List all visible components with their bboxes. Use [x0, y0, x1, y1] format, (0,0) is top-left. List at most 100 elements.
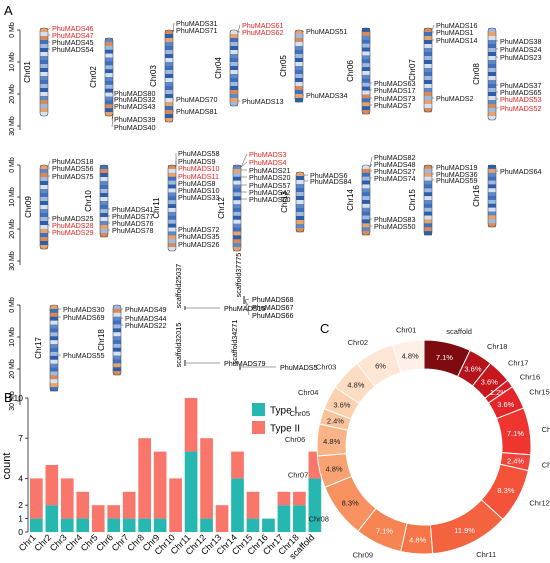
chromosome-band: [233, 192, 241, 197]
chromosome-band: [165, 74, 173, 79]
gene-label: PhuMADS53: [500, 95, 542, 104]
gene-label: PhuMADS17: [374, 86, 416, 95]
chromosome-band: [488, 116, 496, 121]
chromosome-band: [488, 207, 496, 212]
gene-label: PhuMADS52: [500, 104, 542, 113]
chromosome-band: [488, 80, 496, 85]
gene-label: PhuMADS2: [436, 94, 474, 103]
bar-segment-type-i: [45, 505, 59, 532]
bar-segment-type-i: [122, 518, 136, 532]
gene-connector: [369, 156, 373, 168]
chromosome-ideogram: [99, 164, 109, 238]
chromosome-outline: [423, 27, 433, 113]
chromosome-band: [488, 36, 496, 41]
chromosome-band: [362, 192, 370, 197]
chromosome-ideogram: [423, 27, 433, 113]
chromosome-band: [488, 76, 496, 81]
chromosome-outline: [361, 27, 371, 115]
chromosome-band: [295, 70, 303, 75]
chromosome-name: Chr13: [280, 191, 289, 213]
bar-segment-type-ii: [200, 438, 213, 519]
gene-label: PhuMADS72: [178, 225, 220, 234]
donut-slice-value: 2.4%: [507, 457, 524, 466]
gene-label: PhuMADS64: [500, 167, 542, 176]
gene-label: PhuMADS21: [249, 166, 291, 175]
chromosome-band: [40, 40, 48, 45]
chromosome-band: [233, 211, 241, 217]
chromosome-name: Chr12: [217, 197, 226, 219]
y-axis-label: count: [1, 453, 13, 480]
chromosome-band: [113, 328, 121, 333]
bar-segment-type-i: [30, 518, 43, 532]
chromosome-band: [233, 231, 241, 236]
bar-segment-type-i: [153, 518, 167, 532]
chromosome-band: [233, 184, 241, 189]
chromosome-ideogram: [232, 164, 242, 252]
axis-tick-label: 0 Mb: [9, 157, 16, 173]
chromosome-band: [295, 42, 303, 47]
chromosome-name: Chr10: [84, 190, 93, 212]
donut-slice-value: 8.3%: [342, 499, 359, 508]
chromosome-band: [296, 192, 304, 197]
chromosome-band: [424, 48, 432, 53]
gene-label: PhuMADS34: [306, 91, 348, 100]
chromosome-band: [233, 227, 241, 232]
chromosome-band: [424, 72, 432, 77]
chromosome-band: [113, 347, 121, 352]
gene-label: PhuMADS29: [52, 228, 94, 237]
gene-label: PhuMADS69: [63, 313, 105, 322]
chromosome-band: [295, 74, 303, 79]
chromosome-band: [105, 73, 113, 78]
chromosome-band: [488, 88, 496, 93]
chromosome-band: [168, 200, 176, 205]
chromosome-band: [424, 196, 432, 201]
gene-label: PhuMADS61: [242, 21, 284, 30]
chromosome-band: [488, 108, 496, 113]
bar-segment-type-i: [76, 518, 90, 532]
chromosome-band: [424, 68, 432, 73]
bar-segment-type-ii: [184, 398, 198, 452]
chromosome-band: [40, 225, 48, 230]
chromosome-band: [424, 180, 432, 185]
chromosome-band: [362, 94, 370, 99]
chromosome-band: [296, 180, 304, 185]
gene-label: PhuMADS48: [374, 160, 416, 169]
chromosome-band: [168, 192, 176, 197]
chromosome-band: [296, 176, 304, 181]
gene-label: PhuMADS58: [178, 149, 220, 158]
chromosome-band: [40, 173, 48, 178]
chromosome-band: [362, 43, 370, 48]
chromosome-name: Chr03: [149, 65, 158, 87]
chromosome-band: [168, 211, 176, 217]
donut-slice-value: 4.8%: [323, 437, 340, 446]
chromosome-band: [100, 197, 108, 202]
chromosome-band: [233, 243, 241, 248]
chromosome-ideogram: [487, 27, 497, 121]
chromosome-band: [105, 112, 113, 117]
panel-b-stacked-bar-chart: 0124710countChr1Chr2Chr3Chr4Chr5Chr6Chr7…: [1, 393, 322, 561]
gene-label: PhuMADS63: [374, 79, 416, 88]
donut-slice-label: Chr01: [396, 325, 416, 334]
chromosome-band: [488, 56, 496, 61]
chromosome-band: [424, 60, 432, 65]
bar-segment-type-i: [231, 478, 244, 532]
y-tick-label: 1: [18, 514, 23, 524]
donut-slice-label: Chr02: [348, 338, 368, 347]
chromosome-ideogram: [295, 171, 305, 233]
chromosome-band: [113, 305, 121, 310]
chromosome-band: [168, 239, 176, 244]
axis-tick-label: 10 Mb: [9, 327, 16, 347]
chromosome-band: [233, 168, 241, 174]
chromosome-band: [233, 188, 241, 193]
donut-slice-label: Chr04: [298, 388, 318, 397]
chromosome-band: [168, 204, 176, 209]
chromosome-band: [488, 44, 496, 49]
chromosome-ideogram: [294, 29, 304, 103]
scaffold-name: scaffold34271: [230, 320, 239, 365]
chromosome-band: [424, 200, 432, 205]
chromosome-band: [165, 46, 173, 51]
gene-label: PhuMADS43: [114, 102, 156, 111]
chromosome-band: [424, 104, 432, 109]
chromosome-name: Chr15: [408, 189, 417, 211]
chromosome-band: [296, 196, 304, 201]
